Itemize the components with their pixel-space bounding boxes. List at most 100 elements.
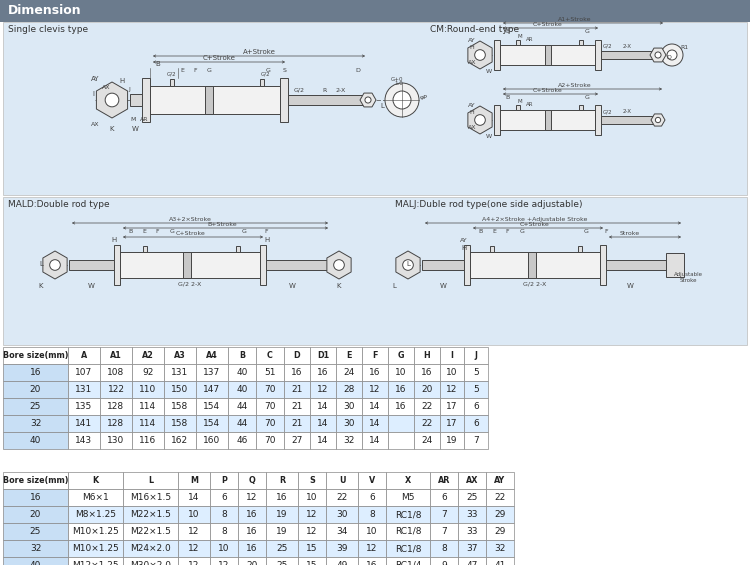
Bar <box>414 381 440 398</box>
Text: 14: 14 <box>369 419 381 428</box>
Text: 22: 22 <box>336 493 347 502</box>
Circle shape <box>393 91 411 109</box>
Bar <box>430 557 458 565</box>
Text: M: M <box>190 476 198 485</box>
Text: R: R <box>322 88 326 93</box>
Text: 16: 16 <box>422 368 433 377</box>
Bar <box>238 472 266 489</box>
Text: 12: 12 <box>306 527 318 536</box>
Bar <box>178 489 210 506</box>
Bar <box>3 557 68 565</box>
Bar <box>336 381 362 398</box>
Text: 16: 16 <box>30 493 41 502</box>
Text: H: H <box>470 45 474 50</box>
Text: U: U <box>339 476 345 485</box>
Text: G: G <box>520 229 525 234</box>
Text: 10: 10 <box>218 544 229 553</box>
Text: M6×1: M6×1 <box>82 493 109 502</box>
Text: P: P <box>221 476 227 485</box>
Bar <box>310 432 336 449</box>
Bar <box>256 415 284 432</box>
Bar <box>205 86 212 114</box>
Text: 16: 16 <box>246 510 258 519</box>
Text: A3+2×Stroke: A3+2×Stroke <box>169 217 211 222</box>
Bar <box>430 472 458 489</box>
Text: 135: 135 <box>75 402 93 411</box>
Bar <box>362 381 388 398</box>
Bar <box>490 246 494 252</box>
Text: M10×1.25: M10×1.25 <box>72 527 118 536</box>
Text: 108: 108 <box>107 368 124 377</box>
Text: 130: 130 <box>107 436 124 445</box>
Text: Q: Q <box>248 476 255 485</box>
Text: L: L <box>148 476 153 485</box>
Text: AY: AY <box>494 476 506 485</box>
Text: AX: AX <box>91 122 99 127</box>
Bar <box>386 523 430 540</box>
Bar <box>336 347 362 364</box>
Text: AR: AR <box>526 37 533 42</box>
Bar <box>178 472 210 489</box>
Circle shape <box>655 52 661 58</box>
Bar <box>164 398 196 415</box>
Bar <box>68 472 123 489</box>
Text: MALJ:Duble rod type(one side adjustable): MALJ:Duble rod type(one side adjustable) <box>395 200 583 209</box>
Bar <box>358 523 386 540</box>
Text: A: A <box>81 351 87 360</box>
Text: 12: 12 <box>246 493 258 502</box>
Bar <box>336 398 362 415</box>
Bar <box>266 489 298 506</box>
Text: 32: 32 <box>30 419 41 428</box>
Text: A3: A3 <box>174 351 186 360</box>
Bar <box>486 506 514 523</box>
Bar <box>266 523 298 540</box>
Text: 1.0: 1.0 <box>394 81 404 86</box>
Text: 12: 12 <box>317 385 328 394</box>
Bar <box>336 415 362 432</box>
Text: E: E <box>142 229 146 234</box>
Text: G: G <box>585 29 590 34</box>
Bar <box>210 489 238 506</box>
Text: 39: 39 <box>336 544 348 553</box>
Text: L: L <box>406 261 410 267</box>
Bar <box>132 398 164 415</box>
Text: 19: 19 <box>276 510 288 519</box>
Bar <box>170 79 174 86</box>
Bar <box>362 415 388 432</box>
Bar <box>464 381 488 398</box>
Text: W: W <box>88 283 95 289</box>
Bar <box>430 506 458 523</box>
Text: 22: 22 <box>494 493 506 502</box>
Bar <box>386 472 430 489</box>
Text: R: R <box>279 476 285 485</box>
Text: 110: 110 <box>140 385 157 394</box>
Text: I: I <box>92 91 94 97</box>
Text: 114: 114 <box>140 419 157 428</box>
Text: 24: 24 <box>422 436 433 445</box>
Text: 6: 6 <box>441 493 447 502</box>
Bar <box>120 252 260 278</box>
Text: 92: 92 <box>142 368 154 377</box>
Text: 10: 10 <box>188 510 200 519</box>
Text: 33: 33 <box>466 527 478 536</box>
Bar <box>494 40 500 70</box>
Bar <box>601 116 656 124</box>
Circle shape <box>475 50 485 60</box>
Bar <box>414 415 440 432</box>
Bar <box>414 398 440 415</box>
Bar <box>100 381 132 398</box>
Bar <box>68 540 123 557</box>
Text: AR: AR <box>526 102 533 107</box>
Text: 14: 14 <box>369 436 381 445</box>
Bar <box>266 506 298 523</box>
Text: 2-X: 2-X <box>623 44 632 49</box>
Text: 24: 24 <box>344 368 355 377</box>
Text: G/2: G/2 <box>167 72 177 77</box>
Text: A2: A2 <box>142 351 154 360</box>
Polygon shape <box>43 251 67 279</box>
Text: R1: R1 <box>680 45 688 50</box>
Text: AY: AY <box>468 103 476 108</box>
Text: 22: 22 <box>422 402 433 411</box>
Text: 128: 128 <box>107 402 124 411</box>
Text: M24×2.0: M24×2.0 <box>130 544 171 553</box>
